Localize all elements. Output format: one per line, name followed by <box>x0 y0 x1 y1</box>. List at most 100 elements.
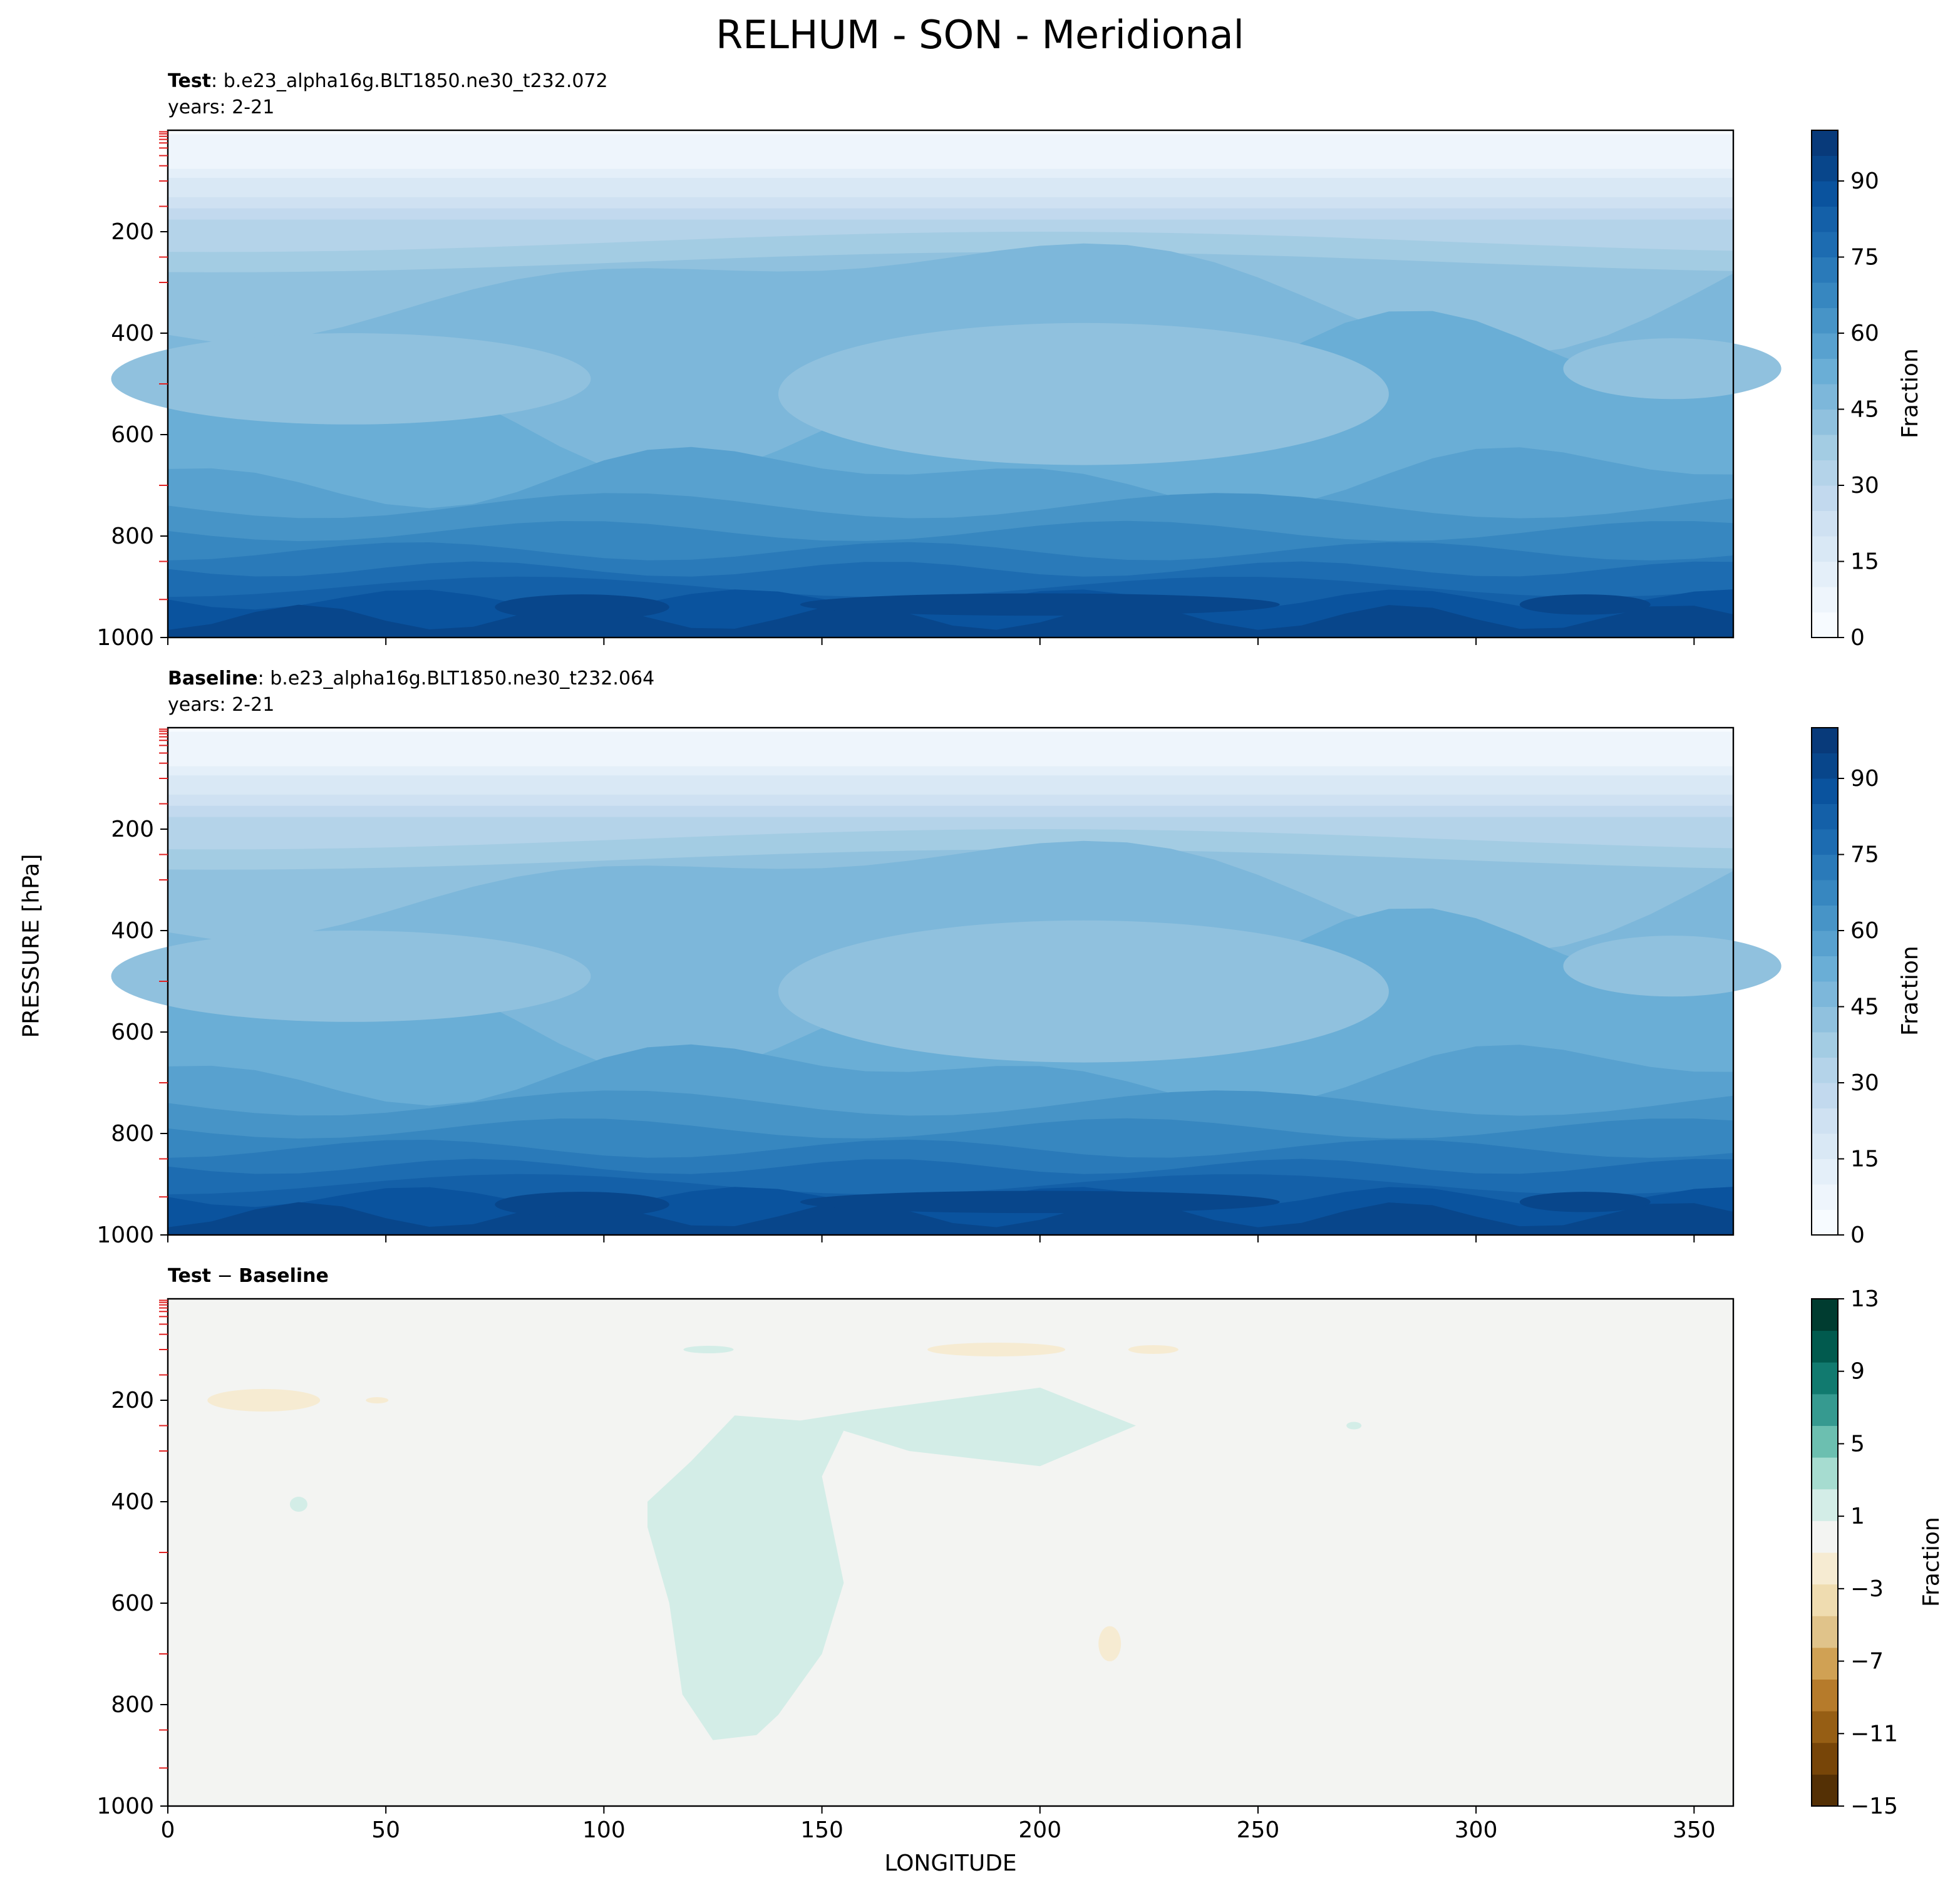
panel-1-colorbar-swatch-16 <box>1812 803 1838 830</box>
panel-1-colorbar-tick-label-0: 0 <box>1850 1222 1865 1248</box>
test-case-name: b.e23_alpha16g.BLT1850.ne30_t232.072 <box>223 70 608 92</box>
panel-2-ytick-label-3: 800 <box>111 1692 154 1718</box>
panel-2-positive-region <box>647 1387 1136 1740</box>
panel-0-colorbar-tick-label-6: 90 <box>1850 168 1879 194</box>
x-axis-label: LONGITUDE <box>884 1851 1017 1876</box>
panel-0-ytick-label-0: 200 <box>111 219 154 245</box>
panel-1-colorbar-swatch-0 <box>1812 1209 1838 1236</box>
panel-0-axes: 200 400 600 800 1000 <box>96 129 1735 651</box>
panel-1-moist-core-1 <box>800 1190 1280 1214</box>
panel-1-colorbar-tick-label-1: 15 <box>1850 1147 1879 1172</box>
panel-1-colorbar-swatch-19 <box>1812 728 1838 753</box>
panel-1-colorbar-swatch-9 <box>1812 981 1838 1007</box>
panel-2-ytick-label-0: 200 <box>111 1388 154 1413</box>
panel-1-ytick-label-3: 800 <box>111 1121 154 1147</box>
panel-0-colorbar-tick-label-5: 75 <box>1850 245 1879 271</box>
panel-0-colorbar-tick-label-0: 0 <box>1850 625 1865 651</box>
panel-0-colorbar-swatch-18 <box>1812 155 1838 182</box>
diff-minus: − <box>217 1265 233 1287</box>
panel-1-colorbar-swatch-12 <box>1812 905 1838 931</box>
panel-2-colorbar-tick-label-6: −11 <box>1850 1721 1898 1747</box>
panel-2-colorbar-tick-label-5: −7 <box>1850 1649 1884 1675</box>
panel-2-positive-upper <box>683 1346 734 1353</box>
panel-1-colorbar-swatch-13 <box>1812 880 1838 906</box>
panel-0-colorbar-swatch-0 <box>1812 612 1838 638</box>
panel-0-colorbar-swatch-4 <box>1812 510 1838 537</box>
panel-2-colorbar-tick-label-3: 1 <box>1850 1504 1865 1529</box>
panel-2-colorbar-swatch-7 <box>1812 1552 1838 1585</box>
panel-2-colorbar-swatch-5 <box>1812 1616 1838 1648</box>
panel-2-colorbar-swatch-0 <box>1812 1774 1838 1807</box>
baseline-label: Baseline <box>168 668 258 689</box>
panel-0-colorbar-tick-label-4: 60 <box>1850 321 1879 346</box>
panel-0-ytick-label-2: 600 <box>111 422 154 448</box>
panel-1-colorbar-swatch-4 <box>1812 1108 1838 1134</box>
panel-2-positive-dot <box>1346 1422 1362 1430</box>
panel-0-colorbar-tick-label-2: 30 <box>1850 473 1879 498</box>
panel-2-field <box>168 1299 1733 1806</box>
panel-1-colorbar: 0 15 30 45 60 75 90 <box>1811 727 1879 1248</box>
panel-2-colorbar-tick-label-4: −3 <box>1850 1576 1884 1602</box>
panel-1-colorbar-swatch-18 <box>1812 753 1838 779</box>
baseline-panel-title: Baseline: b.e23_alpha16g.BLT1850.ne30_t2… <box>168 666 654 691</box>
panel-0-ytick-label-4: 1000 <box>96 625 154 651</box>
panel-2-negative-4 <box>1098 1626 1122 1661</box>
panel-2-ytick-label-2: 600 <box>111 1591 154 1616</box>
panel-2-xtick-label-1: 50 <box>371 1817 400 1843</box>
panel-0-colorbar-swatch-2 <box>1812 561 1838 587</box>
panel-1-colorbar-swatch-1 <box>1812 1184 1838 1210</box>
panel-2-colorbar-swatch-12 <box>1812 1393 1838 1426</box>
diff-panel-title: Test − Baseline <box>168 1264 329 1289</box>
panel-0-colorbar-swatch-6 <box>1812 460 1838 486</box>
panel-1-ytick-label-1: 400 <box>111 918 154 944</box>
panel-2-colorbar-swatch-13 <box>1812 1362 1838 1395</box>
panel-0-colorbar-swatch-9 <box>1812 384 1838 410</box>
test-years: years: 2-21 <box>168 96 275 118</box>
panel-2-colorbar-swatch-4 <box>1812 1647 1838 1680</box>
panel-1-ytick-label-2: 600 <box>111 1020 154 1045</box>
panel-2-xtick-label-4: 200 <box>1018 1817 1061 1843</box>
panel-2-colorbar-tick-label-0: 13 <box>1850 1286 1879 1312</box>
panel-2-colorbar-swatch-9 <box>1812 1489 1838 1521</box>
panel-1-ytick-label-0: 200 <box>111 817 154 842</box>
panel-1-colorbar-frame <box>1811 727 1839 1236</box>
panel-0-moist-core-0 <box>495 594 669 620</box>
panel-0-dry-region-1 <box>778 323 1389 465</box>
panel-1-colorbar-swatch-17 <box>1812 778 1838 804</box>
panel-0-colorbar-swatch-8 <box>1812 409 1838 435</box>
panel-0-colorbar-swatch-3 <box>1812 536 1838 562</box>
panel-1-colorbar-swatch-2 <box>1812 1159 1838 1185</box>
panel-2-colorbar-swatch-8 <box>1812 1521 1838 1553</box>
panel-1-colorbar-swatch-11 <box>1812 931 1838 956</box>
panel-1-colorbar-tick-label-5: 75 <box>1850 842 1879 868</box>
panel-2-colorbar-swatch-3 <box>1812 1679 1838 1712</box>
panel-1-colorbar-swatch-3 <box>1812 1133 1838 1159</box>
panel-0-colorbar-swatch-7 <box>1812 435 1838 460</box>
panel-1-dry-region-2 <box>1563 936 1782 997</box>
panel-2-colorbar-swatch-2 <box>1812 1711 1838 1743</box>
panel-2-ytick-label-4: 1000 <box>96 1794 154 1819</box>
baseline-years: years: 2-21 <box>168 694 275 716</box>
panel-1-colorbar-tick-label-4: 60 <box>1850 918 1879 944</box>
panel-2-colorbar-frame <box>1811 1298 1839 1807</box>
panel-1-field <box>111 728 1782 1235</box>
panel-2-negative-3 <box>1128 1345 1179 1354</box>
panel-0-ytick-label-3: 800 <box>111 524 154 549</box>
panel-0-colorbar-swatch-16 <box>1812 206 1838 232</box>
panel-2-xtick-label-6: 300 <box>1455 1817 1498 1843</box>
panel-0-colorbar-swatch-10 <box>1812 358 1838 385</box>
panel-0-colorbar-swatch-5 <box>1812 485 1838 511</box>
panel-0-colorbar-frame <box>1811 130 1839 638</box>
panel-1-moist-core-2 <box>1519 1192 1651 1212</box>
panel-2-colorbar-swatch-14 <box>1812 1330 1838 1363</box>
panel-0-colorbar-swatch-15 <box>1812 232 1838 257</box>
panel-1-colorbar-swatch-14 <box>1812 854 1838 880</box>
panel-2-colorbar-swatch-11 <box>1812 1425 1838 1458</box>
panel-2-colorbar-swatch-15 <box>1812 1299 1838 1331</box>
panel-0-colorbar-swatch-13 <box>1812 282 1838 308</box>
panel-0-colorbar-swatch-11 <box>1812 333 1838 359</box>
panel-2-background <box>168 1299 1733 1806</box>
panel-0-colorbar-swatch-14 <box>1812 257 1838 283</box>
test-label: Test <box>168 70 212 92</box>
